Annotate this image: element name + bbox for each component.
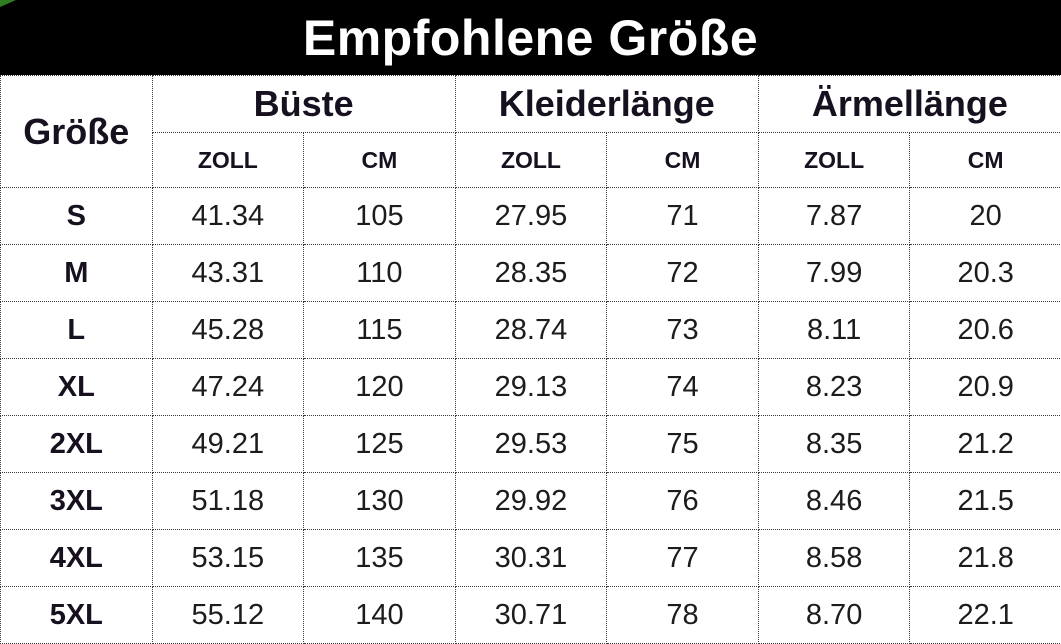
- value-cell: 20.6: [909, 301, 1061, 359]
- value-cell: 73: [606, 301, 759, 359]
- value-cell: 8.35: [757, 415, 911, 473]
- value-cell: 8.46: [757, 472, 911, 530]
- value-cell: 8.11: [757, 301, 911, 359]
- value-cell: 21.8: [909, 529, 1061, 587]
- table-row-xl: XL 47.24 120 29.13 74 8.23 20.9: [0, 358, 1061, 416]
- table-row-m: M 43.31 110 28.35 72 7.99 20.3: [0, 244, 1061, 302]
- unit-header-aermellaenge-zoll: ZOLL: [757, 132, 911, 188]
- column-header-kleiderlaenge: Kleiderlänge: [454, 75, 759, 133]
- value-cell: 20.9: [909, 358, 1061, 416]
- value-cell: 29.13: [454, 358, 608, 416]
- column-header-bueste: Büste: [151, 75, 456, 133]
- unit-header-bueste-zoll: ZOLL: [151, 132, 305, 188]
- value-cell: 30.71: [454, 586, 608, 644]
- value-cell: 105: [303, 187, 456, 245]
- value-cell: 47.24: [151, 358, 305, 416]
- value-cell: 45.28: [151, 301, 305, 359]
- value-cell: 43.31: [151, 244, 305, 302]
- value-cell: 53.15: [151, 529, 305, 587]
- value-cell: 29.53: [454, 415, 608, 473]
- corner-marker-icon: [0, 0, 16, 7]
- size-cell: M: [0, 244, 153, 302]
- value-cell: 140: [303, 586, 456, 644]
- value-cell: 130: [303, 472, 456, 530]
- value-cell: 20: [909, 187, 1061, 245]
- value-cell: 27.95: [454, 187, 608, 245]
- size-cell: 5XL: [0, 586, 153, 644]
- value-cell: 110: [303, 244, 456, 302]
- value-cell: 41.34: [151, 187, 305, 245]
- value-cell: 72: [606, 244, 759, 302]
- value-cell: 51.18: [151, 472, 305, 530]
- value-cell: 28.35: [454, 244, 608, 302]
- value-cell: 28.74: [454, 301, 608, 359]
- table-row-2xl: 2XL 49.21 125 29.53 75 8.35 21.2: [0, 415, 1061, 473]
- value-cell: 8.23: [757, 358, 911, 416]
- value-cell: 29.92: [454, 472, 608, 530]
- value-cell: 7.87: [757, 187, 911, 245]
- group-header-row: Größe Büste Kleiderlänge Ärmellänge: [0, 75, 1061, 188]
- value-cell: 22.1: [909, 586, 1061, 644]
- value-cell: 78: [606, 586, 759, 644]
- table-row-l: L 45.28 115 28.74 73 8.11 20.6: [0, 301, 1061, 359]
- value-cell: 75: [606, 415, 759, 473]
- value-cell: 20.3: [909, 244, 1061, 302]
- size-chart-table: Größe Büste Kleiderlänge Ärmellänge ZOLL…: [0, 75, 1061, 644]
- size-cell: L: [0, 301, 153, 359]
- table-row-3xl: 3XL 51.18 130 29.92 76 8.46 21.5: [0, 472, 1061, 530]
- value-cell: 71: [606, 187, 759, 245]
- size-cell: 4XL: [0, 529, 153, 587]
- size-cell: 3XL: [0, 472, 153, 530]
- value-cell: 76: [606, 472, 759, 530]
- chart-title-bar: Empfohlene Größe: [0, 0, 1061, 75]
- value-cell: 21.5: [909, 472, 1061, 530]
- value-cell: 125: [303, 415, 456, 473]
- unit-header-bueste-cm: CM: [303, 132, 456, 188]
- chart-title: Empfohlene Größe: [302, 9, 759, 66]
- unit-header-aermellaenge-cm: CM: [909, 132, 1061, 188]
- column-header-aermellaenge: Ärmellänge: [757, 75, 1061, 133]
- column-header-groesse: Größe: [0, 75, 153, 188]
- value-cell: 77: [606, 529, 759, 587]
- value-cell: 7.99: [757, 244, 911, 302]
- unit-header-row: ZOLL CM ZOLL CM ZOLL CM: [1, 132, 1061, 188]
- unit-header-kleiderlaenge-zoll: ZOLL: [454, 132, 608, 188]
- value-cell: 8.58: [757, 529, 911, 587]
- value-cell: 115: [303, 301, 456, 359]
- value-cell: 30.31: [454, 529, 608, 587]
- value-cell: 120: [303, 358, 456, 416]
- value-cell: 55.12: [151, 586, 305, 644]
- size-cell: S: [0, 187, 153, 245]
- size-cell: 2XL: [0, 415, 153, 473]
- value-cell: 21.2: [909, 415, 1061, 473]
- value-cell: 74: [606, 358, 759, 416]
- value-cell: 8.70: [757, 586, 911, 644]
- table-row-5xl: 5XL 55.12 140 30.71 78 8.70 22.1: [0, 586, 1061, 644]
- table-row-4xl: 4XL 53.15 135 30.31 77 8.58 21.8: [0, 529, 1061, 587]
- table-row-s: S 41.34 105 27.95 71 7.87 20: [0, 187, 1061, 245]
- value-cell: 135: [303, 529, 456, 587]
- value-cell: 49.21: [151, 415, 305, 473]
- size-cell: XL: [0, 358, 153, 416]
- unit-header-kleiderlaenge-cm: CM: [606, 132, 759, 188]
